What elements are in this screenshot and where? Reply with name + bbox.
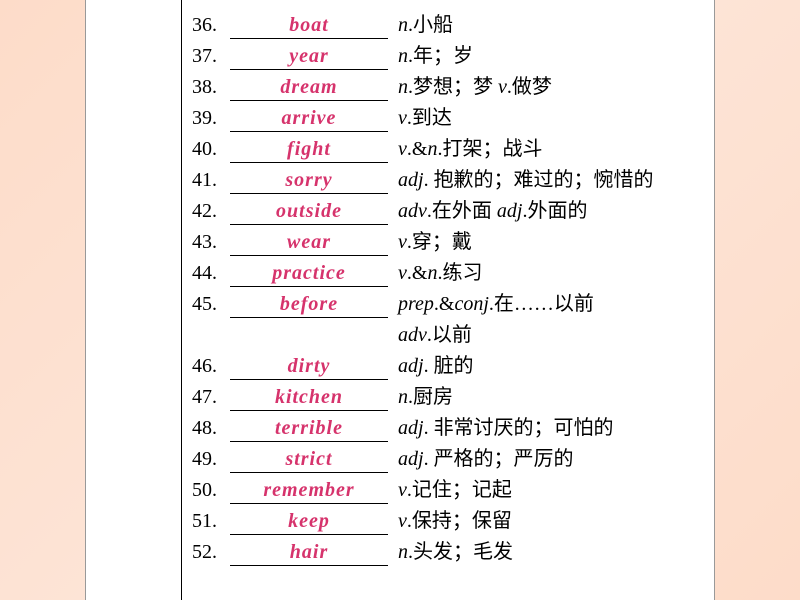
vocab-row: 44.practice v.&n.练习: [86, 256, 714, 287]
definition: adv.以前: [398, 318, 472, 347]
entry-number: 44.: [192, 262, 230, 285]
definition: v.记住；记起: [398, 473, 512, 502]
entry-number: 38.: [192, 76, 230, 99]
vocab-word: dream: [230, 76, 388, 101]
vocab-row: 42.outside adv.在外面 adj.外面的: [86, 194, 714, 225]
entry-number: 36.: [192, 14, 230, 37]
vocab-word: arrive: [230, 107, 388, 132]
entry-number: 49.: [192, 448, 230, 471]
vocab-word: practice: [230, 262, 388, 287]
vocab-word: outside: [230, 200, 388, 225]
vocab-word: fight: [230, 138, 388, 163]
vocab-row: 45.before prep.&conj.在……以前: [86, 287, 714, 318]
vocab-row: 37.year n.年；岁: [86, 39, 714, 70]
entry-number: 48.: [192, 417, 230, 440]
definition: v.&n.打架；战斗: [398, 132, 542, 161]
vocab-row: 48.terrible adj. 非常讨厌的；可怕的: [86, 411, 714, 442]
definition: adj. 严格的；严厉的: [398, 442, 574, 471]
vocab-row: 38.dream n.梦想；梦 v.做梦: [86, 70, 714, 101]
definition: adj. 脏的: [398, 349, 474, 378]
vocab-row: 51.keep v.保持；保留: [86, 504, 714, 535]
definition: adv.在外面 adj.外面的: [398, 194, 587, 223]
vocab-row: 43.wear v.穿；戴: [86, 225, 714, 256]
entry-number: 43.: [192, 231, 230, 254]
vocab-word: boat: [230, 14, 388, 39]
definition: v.到达: [398, 101, 452, 130]
entry-number: 45.: [192, 293, 230, 316]
definition: v.保持；保留: [398, 504, 512, 533]
definition: v.&n.练习: [398, 256, 482, 285]
vocab-list: 36.boat n.小船 37.year n.年；岁 38.dream n.梦想；梦 v.…: [86, 0, 714, 566]
entry-number: 50.: [192, 479, 230, 502]
entry-number: 39.: [192, 107, 230, 130]
definition: prep.&conj.在……以前: [398, 287, 594, 316]
vocab-word: keep: [230, 510, 388, 535]
vocab-row: 47.kitchen n.厨房: [86, 380, 714, 411]
vocab-row: 50.remember v.记住；记起: [86, 473, 714, 504]
vocab-word: strict: [230, 448, 388, 473]
vocab-word: kitchen: [230, 386, 388, 411]
definition: n.头发；毛发: [398, 535, 513, 564]
entry-number: 40.: [192, 138, 230, 161]
definition: adj. 非常讨厌的；可怕的: [398, 411, 614, 440]
vocab-row: 36.boat n.小船: [86, 8, 714, 39]
page-sheet: 36.boat n.小船 37.year n.年；岁 38.dream n.梦想；梦 v.…: [85, 0, 715, 600]
definition: adj. 抱歉的；难过的；惋惜的: [398, 163, 654, 192]
entry-number: 37.: [192, 45, 230, 68]
vocab-row: 39.arrive v.到达: [86, 101, 714, 132]
vocab-word: hair: [230, 541, 388, 566]
vocab-row: 46.dirty adj. 脏的: [86, 349, 714, 380]
vocab-row: 52.hair n.头发；毛发: [86, 535, 714, 566]
vocab-word: wear: [230, 231, 388, 256]
definition: n.小船: [398, 8, 453, 37]
vocab-row: 40.fight v.&n.打架；战斗: [86, 132, 714, 163]
vocab-row: 41.sorry adj. 抱歉的；难过的；惋惜的: [86, 163, 714, 194]
entry-number: 52.: [192, 541, 230, 564]
vocab-word: sorry: [230, 169, 388, 194]
entry-number: 51.: [192, 510, 230, 533]
vocab-row: 49.strict adj. 严格的；严厉的: [86, 442, 714, 473]
vocab-word: remember: [230, 479, 388, 504]
vocab-word: before: [230, 293, 388, 318]
vocab-word: terrible: [230, 417, 388, 442]
entry-number: 41.: [192, 169, 230, 192]
definition: n.梦想；梦 v.做梦: [398, 70, 552, 99]
entry-number: 42.: [192, 200, 230, 223]
entry-number: 47.: [192, 386, 230, 409]
entry-number: 46.: [192, 355, 230, 378]
vocab-word: year: [230, 45, 388, 70]
definition: v.穿；戴: [398, 225, 472, 254]
vocab-word: dirty: [230, 355, 388, 380]
vocab-row: adv.以前: [86, 318, 714, 349]
definition: n.厨房: [398, 380, 453, 409]
definition: n.年；岁: [398, 39, 473, 68]
